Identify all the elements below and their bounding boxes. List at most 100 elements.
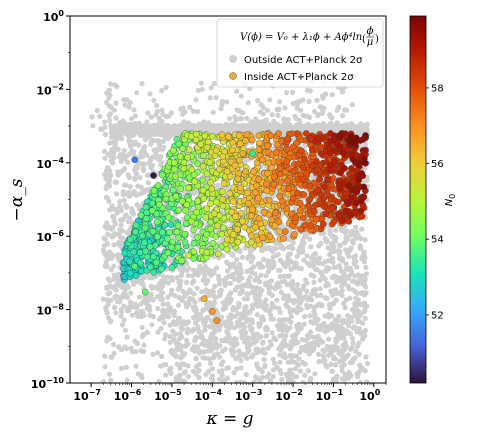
outside-point: [336, 313, 342, 319]
outside-point: [311, 252, 317, 259]
outside-point: [141, 146, 147, 152]
outside-point: [211, 342, 218, 348]
outside-point: [155, 305, 161, 312]
outside-point: [350, 357, 356, 363]
outside-point: [237, 273, 243, 279]
outside-point: [267, 307, 273, 313]
outside-point: [199, 86, 205, 92]
outside-point: [195, 109, 201, 115]
outside-point: [181, 293, 187, 300]
outside-point: [248, 259, 254, 265]
outside-point: [256, 366, 262, 372]
outside-point: [152, 129, 158, 135]
outside-point: [283, 294, 289, 300]
outside-point: [217, 376, 223, 382]
outside-point: [255, 262, 261, 268]
outside-point: [349, 314, 355, 320]
outside-point: [333, 362, 339, 368]
outside-point: [202, 327, 208, 333]
outside-point: [106, 371, 113, 377]
outside-point: [252, 271, 258, 277]
outside-point: [260, 317, 266, 323]
outside-point: [356, 340, 362, 346]
outside-point: [177, 282, 183, 288]
outside-point: [175, 302, 182, 308]
outside-point: [253, 116, 259, 122]
outside-point: [163, 372, 169, 378]
outside-point: [305, 368, 311, 374]
outside-point: [290, 246, 296, 252]
outside-point: [337, 254, 343, 261]
outside-point: [273, 246, 279, 252]
outside-point: [289, 333, 295, 339]
outside-point: [236, 261, 243, 268]
outside-point: [107, 319, 113, 325]
outside-point: [161, 320, 167, 326]
outside-point: [151, 97, 157, 103]
outside-point: [198, 80, 204, 86]
outside-point: [158, 296, 164, 302]
outside-point: [162, 336, 168, 342]
outside-point: [163, 84, 169, 90]
outside-point: [317, 277, 323, 283]
outside-point: [312, 108, 318, 115]
outside-point: [246, 347, 252, 353]
outside-point: [102, 119, 108, 125]
outside-point: [108, 207, 114, 213]
outside-point: [355, 297, 361, 303]
outside-point: [121, 148, 127, 154]
outside-point: [260, 349, 266, 355]
outside-point: [296, 247, 302, 254]
outside-point: [308, 272, 314, 278]
outside-point: [238, 379, 244, 383]
outside-point: [238, 124, 244, 130]
outside-point: [106, 198, 112, 204]
outside-point: [212, 283, 218, 289]
outside-point: [134, 90, 140, 96]
outside-point: [159, 126, 165, 133]
outside-point: [90, 123, 96, 129]
outside-point: [111, 341, 117, 348]
outside-point: [329, 368, 335, 374]
outside-point: [362, 290, 368, 297]
outside-point: [357, 312, 363, 319]
outside-point: [175, 341, 181, 347]
outside-point: [300, 359, 306, 366]
outside-point: [313, 318, 319, 324]
outside-point: [291, 300, 297, 306]
outside-point: [226, 273, 232, 279]
outside-point: [182, 321, 189, 327]
outside-point: [139, 324, 145, 330]
outside-point: [330, 292, 336, 298]
outside-point: [270, 316, 276, 322]
outside-point: [112, 179, 118, 185]
outside-point: [94, 107, 100, 114]
outside-point: [360, 320, 366, 326]
outside-point: [345, 265, 351, 272]
outside-point: [226, 314, 232, 320]
outside-point: [289, 376, 295, 382]
outside-point: [303, 294, 309, 300]
outside-point: [212, 300, 218, 306]
outside-point: [241, 296, 247, 302]
outside-point: [312, 371, 318, 377]
outside-point: [174, 275, 180, 281]
outside-point: [361, 282, 368, 288]
outside-point: [348, 346, 354, 352]
outside-point: [228, 321, 234, 327]
outside-point: [256, 321, 262, 327]
outside-point: [240, 351, 246, 358]
outside-point: [344, 353, 350, 360]
inside-point: [126, 258, 133, 265]
outside-point: [133, 363, 139, 369]
outside-point: [335, 275, 341, 281]
outside-point: [207, 95, 213, 101]
outside-point: [280, 340, 286, 346]
outside-point: [330, 379, 336, 383]
outside-point: [232, 287, 238, 293]
outside-point: [190, 108, 196, 114]
outside-point: [238, 267, 244, 273]
outside-point: [293, 374, 299, 380]
outside-point: [191, 278, 197, 284]
outside-point: [139, 279, 145, 285]
